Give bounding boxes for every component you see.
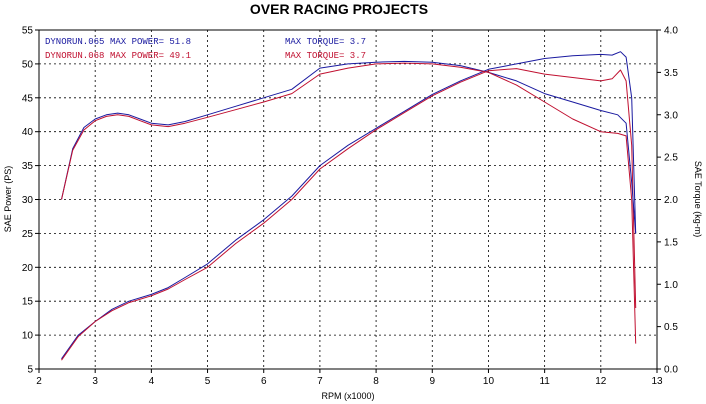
y-right-tick-label: 0.0 <box>664 365 678 376</box>
y-left-tick-label: 25 <box>22 229 34 240</box>
series-line-dynorun-068-torque <box>61 62 637 344</box>
legend: DYNORUN.065 MAX POWER= 51.8 MAX TORQUE= 3.… <box>45 37 366 61</box>
x-tick-label: 9 <box>429 376 435 387</box>
y-right-tick-label: 3.0 <box>664 110 678 121</box>
x-tick-label: 7 <box>317 376 323 387</box>
x-tick-label: 8 <box>373 376 379 387</box>
legend-max-torque: MAX TORQUE= 3.7 <box>285 51 366 61</box>
series-line-dynorun-065-power <box>61 51 637 360</box>
y-right-tick-label: 1.5 <box>664 237 678 248</box>
legend-max-power: MAX POWER= 49.1 <box>110 51 191 61</box>
y-right-tick-label: 0.5 <box>664 322 678 333</box>
y-right-tick-label: 4.0 <box>664 26 678 37</box>
legend-run-name: DYNORUN.065 <box>45 37 104 47</box>
legend-run-name: DYNORUN.068 <box>45 51 104 61</box>
series-layer <box>61 51 637 361</box>
y-right-tick-label: 2.0 <box>664 195 678 206</box>
x-tick-label: 3 <box>92 376 98 387</box>
y-axis-right-title: SAE Torque (kg-m) <box>693 161 703 237</box>
y-left-tick-label: 45 <box>22 93 34 104</box>
y-left-tick-label: 40 <box>22 127 34 138</box>
y-left-tick-label: 20 <box>22 263 34 274</box>
x-tick-label: 13 <box>651 376 663 387</box>
y-left-tick-label: 5 <box>27 365 33 376</box>
x-tick-label: 11 <box>539 376 550 387</box>
tick-layer: 2 3 4 5 6 7 8 9 10 11 12 135101520253035404550550.0… <box>22 26 678 388</box>
x-tick-label: 12 <box>595 376 607 387</box>
grid-layer <box>39 30 657 369</box>
chart-title: OVER RACING PROJECTS <box>250 1 428 17</box>
y-left-tick-label: 15 <box>22 297 34 308</box>
series-line-dynorun-065-torque <box>61 60 637 234</box>
legend-max-torque: MAX TORQUE= 3.7 <box>285 37 366 47</box>
y-axis-left-title: SAE Power (PS) <box>3 166 13 233</box>
y-left-tick-label: 50 <box>22 59 34 70</box>
y-right-tick-label: 3.5 <box>664 68 678 79</box>
y-left-tick-label: 55 <box>22 26 34 37</box>
y-right-tick-label: 2.5 <box>664 153 678 164</box>
series-line-dynorun-068-power <box>61 68 637 361</box>
y-left-tick-label: 10 <box>22 331 34 342</box>
y-left-tick-label: 35 <box>22 161 34 172</box>
x-tick-label: 4 <box>149 376 155 387</box>
x-axis-title: RPM (x1000) <box>321 391 374 401</box>
y-right-tick-label: 1.0 <box>664 280 678 291</box>
legend-max-power: MAX POWER= 51.8 <box>110 37 191 47</box>
x-tick-label: 2 <box>36 376 42 387</box>
x-tick-label: 10 <box>483 376 495 387</box>
y-left-tick-label: 30 <box>22 195 34 206</box>
x-tick-label: 6 <box>261 376 267 387</box>
x-tick-label: 5 <box>205 376 211 387</box>
